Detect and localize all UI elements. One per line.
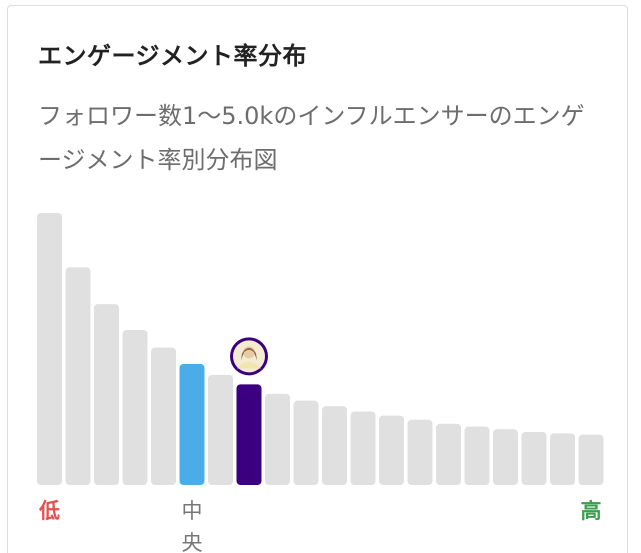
bar-3 [122,329,148,485]
bar-10 [322,406,347,485]
bar-4 [151,347,176,485]
bar-14 [436,423,461,485]
median-label: 中央 [182,499,203,553]
avatar-icon [230,337,268,376]
bar-19 [578,434,604,485]
bar-0 [37,213,62,485]
bar-17 [521,431,547,485]
bar-9 [293,400,319,485]
median-bar [179,363,205,485]
low-label: 低 [38,499,60,523]
bar-13 [407,419,433,485]
bar-18 [550,433,575,485]
bar-6 [208,374,233,485]
bar-12 [379,415,404,485]
bar-15 [464,426,490,485]
highlight-bar [236,384,262,485]
bar-1 [65,267,91,485]
bar-8 [265,393,290,485]
card-subtitle: フォロワー数1～5.0kのインフルエンサーのエンゲージメント率別分布図 [38,102,585,174]
high-label: 高 [581,499,602,523]
bar-2 [94,304,119,485]
bar-11 [350,411,376,485]
card-title: エンゲージメント率分布 [38,42,308,70]
bar-16 [493,429,518,485]
